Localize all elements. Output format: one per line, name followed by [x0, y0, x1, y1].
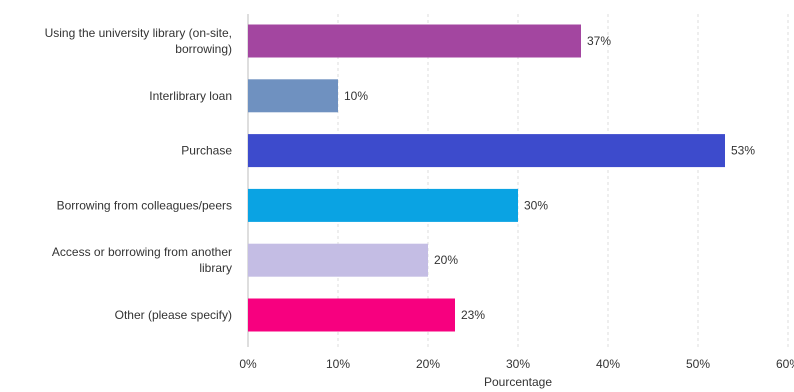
bars — [248, 24, 725, 332]
category-label-line: Interlibrary loan — [149, 89, 232, 103]
category-labels: Using the university library (on-site, bo… — [45, 26, 233, 322]
category-label: Interlibrary loan — [149, 89, 232, 103]
bar — [248, 243, 428, 277]
x-tick-label: 40% — [596, 357, 620, 371]
x-tick-label: 50% — [686, 357, 710, 371]
category-label-line: Borrowing from colleagues/peers — [57, 198, 232, 212]
data-label: 37% — [587, 34, 611, 48]
category-label: Using the university library (on-site, bo… — [45, 26, 232, 56]
data-label: 20% — [434, 253, 458, 267]
category-label-line: Purchase — [181, 144, 232, 158]
data-label: 30% — [524, 198, 548, 212]
category-label: Borrowing from colleagues/peers — [57, 198, 232, 212]
category-label-line: library — [199, 261, 232, 275]
data-labels: 37% 10% 53% 30% 20% 23% — [344, 34, 755, 322]
gridlines — [247, 14, 789, 347]
bar — [248, 134, 725, 168]
x-tick-label: 20% — [416, 357, 440, 371]
bar — [248, 188, 518, 222]
category-label-line: Using the university library (on-site, — [45, 26, 232, 40]
category-label: Purchase — [181, 144, 232, 158]
bar — [248, 24, 581, 58]
category-label-line: Access or borrowing from another — [52, 245, 232, 259]
bar — [248, 298, 455, 332]
category-label-line: borrowing) — [175, 42, 232, 56]
data-label: 53% — [731, 144, 755, 158]
x-tick-label: 30% — [506, 357, 530, 371]
category-label: Access or borrowing from another library — [52, 245, 232, 275]
x-tick-label: 60% — [776, 357, 794, 371]
data-label: 23% — [461, 308, 485, 322]
x-tick-label: 0% — [239, 357, 257, 371]
category-label: Other (please specify) — [115, 308, 232, 322]
bar — [248, 79, 338, 113]
x-tick-label: 10% — [326, 357, 350, 371]
x-axis-title: Pourcentage — [484, 375, 552, 389]
category-label-line: Other (please specify) — [115, 308, 232, 322]
x-axis-ticks: 0% 10% 20% 30% 40% 50% 60% — [239, 357, 794, 371]
data-label: 10% — [344, 89, 368, 103]
